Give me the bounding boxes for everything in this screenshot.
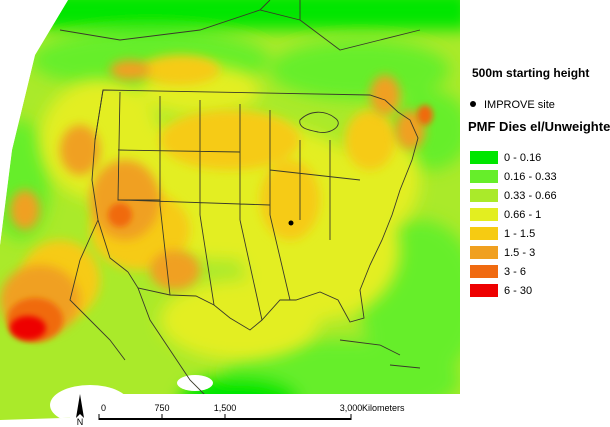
- legend-class-7: 6 - 30: [470, 281, 557, 300]
- legend-swatch: [470, 170, 498, 183]
- scale-tick-3000: 3,000: [340, 403, 363, 413]
- legend-class-1: 0.16 - 0.33: [470, 167, 557, 186]
- site-legend-row: IMPROVE site: [470, 99, 555, 111]
- legend-class-label: 0.16 - 0.33: [504, 170, 557, 183]
- concentration-field: [0, 0, 460, 420]
- legend-swatch: [470, 227, 498, 240]
- legend-class-label: 0.33 - 0.66: [504, 189, 557, 202]
- legend-panel: 500m starting height IMPROVE site PMF Di…: [462, 0, 610, 427]
- legend-class-6: 3 - 6: [470, 262, 557, 281]
- scale-tick-0: 0: [101, 403, 106, 413]
- legend-swatch: [470, 151, 498, 164]
- scale-bar: 0 750 1,500 3,000 Kilometers: [98, 403, 405, 420]
- legend-class-0: 0 - 0.16: [470, 148, 557, 167]
- legend-class-label: 1 - 1.5: [504, 227, 536, 240]
- legend-class-label: 1.5 - 3: [504, 246, 536, 259]
- legend-class-4: 1 - 1.5: [470, 224, 557, 243]
- country-boundaries: [59, 0, 421, 411]
- svg-text:N: N: [77, 417, 84, 427]
- legend-swatch: [470, 265, 498, 278]
- scale-tick-750: 750: [154, 403, 169, 413]
- legend-class-label: 3 - 6: [504, 265, 527, 278]
- scale-bar-background: [70, 394, 460, 427]
- legend-class-3: 0.66 - 1: [470, 205, 557, 224]
- legend-class-label: 0.66 - 1: [504, 208, 542, 221]
- legend-title: PMF Dies el/Unweighted: [468, 119, 610, 134]
- legend-swatch: [470, 246, 498, 259]
- legend-swatch: [470, 208, 498, 221]
- legend-class-5: 1.5 - 3: [470, 243, 557, 262]
- legend-class-2: 0.33 - 0.66: [470, 186, 557, 205]
- legend-swatch: [470, 284, 498, 297]
- north-arrow-icon: N: [76, 394, 84, 427]
- map-heading: 500m starting height: [472, 66, 590, 80]
- site-dot-icon: [470, 101, 476, 108]
- scale-tick-1500: 1,500: [214, 403, 237, 413]
- site-legend-label: IMPROVE site: [484, 99, 555, 111]
- legend-classes: 0 - 0.16 0.16 - 0.33 0.33 - 0.66 0.66 - 1 1 …: [470, 148, 557, 300]
- map-panel: N 0 750 1,500 3,000 Kilometers: [0, 0, 460, 427]
- improve-site-marker: [288, 220, 294, 226]
- legend-class-label: 0 - 0.16: [504, 151, 542, 164]
- legend-swatch: [470, 189, 498, 202]
- legend-class-label: 6 - 30: [504, 284, 533, 297]
- concentration-map: N 0 750 1,500 3,000 Kilometers: [0, 0, 460, 427]
- scale-unit: Kilometers: [362, 403, 405, 413]
